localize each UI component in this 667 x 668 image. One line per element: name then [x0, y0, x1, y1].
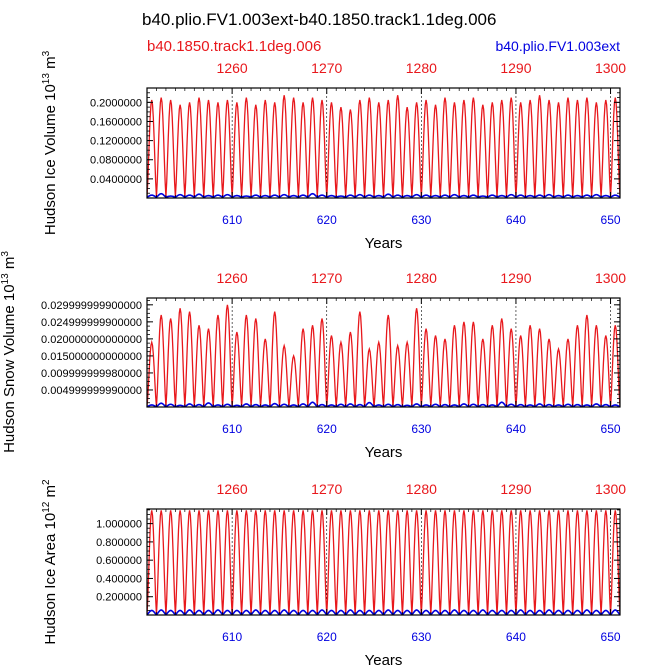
x-bottom-tick-label: 620 [317, 213, 337, 227]
x-bottom-tick-label: 640 [506, 422, 526, 436]
x-bottom-tick-label: 630 [411, 213, 431, 227]
x-top-tick-label: 1300 [595, 60, 626, 76]
legend-red-label: b40.1850.track1.1deg.006 [147, 38, 321, 55]
y-tick-label: 0.024999999900000 [41, 317, 142, 329]
y-tick-label: 0.0400000 [90, 174, 142, 186]
x-top-tick-label: 1290 [500, 481, 531, 497]
plot-frame [146, 297, 621, 408]
x-top-tick-label: 1300 [595, 481, 626, 497]
y-tick-label: 0.200000 [96, 592, 142, 604]
x-bottom-tick-label: 610 [222, 213, 242, 227]
figure-title: b40.plio.FV1.003ext-b40.1850.track1.1deg… [142, 10, 496, 29]
x-bottom-tick-label: 640 [506, 630, 526, 644]
x-top-tick-label: 1260 [217, 481, 248, 497]
plot-frame [146, 508, 621, 616]
y-tick-label: 0.1600000 [90, 116, 142, 128]
x-top-tick-label: 1260 [217, 60, 248, 76]
x-bottom-tick-label: 650 [601, 422, 621, 436]
legend-blue-label: b40.plio.FV1.003ext [495, 38, 620, 54]
y-tick-label: 0.020000000000000 [41, 334, 142, 346]
x-bottom-tick-label: 630 [411, 422, 431, 436]
y-tick-label: 0.800000 [96, 537, 142, 549]
y-tick-label: 0.600000 [96, 555, 142, 567]
y-tick-label: 0.009999999980000 [41, 368, 142, 380]
series-red-line [147, 95, 620, 197]
y-tick-label: 0.400000 [96, 573, 142, 585]
x-top-tick-label: 1280 [406, 60, 437, 76]
panel-snow-volume: 0.004999999990000 0.009999999980000 0.0150… [0, 251, 626, 461]
x-bottom-tick-label: 620 [317, 630, 337, 644]
x-bottom-tick-label: 650 [601, 213, 621, 227]
x-bottom-tick-label: 610 [222, 422, 242, 436]
x-top-tick-label: 1270 [311, 270, 342, 286]
y-tick-label: 0.015000000000000 [41, 351, 142, 363]
y-axis-label: Hudson Ice Area 1012 m2 [41, 479, 59, 645]
y-tick-label: 0.0800000 [90, 155, 142, 167]
x-axis-label: Years [365, 444, 403, 461]
x-top-tick-label: 1300 [595, 270, 626, 286]
y-tick-label: 0.029999999900000 [41, 300, 142, 312]
series-red-line [147, 304, 620, 407]
y-tick-label: 0.2000000 [90, 97, 142, 109]
x-top-tick-label: 1290 [500, 60, 531, 76]
y-axis-label: Hudson Ice Volume 1013 m3 [41, 50, 59, 235]
series-red-line [147, 510, 620, 615]
x-top-tick-label: 1260 [217, 270, 248, 286]
x-bottom-tick-label: 610 [222, 630, 242, 644]
y-tick-label: 0.004999999990000 [41, 385, 142, 397]
x-top-tick-label: 1280 [406, 270, 437, 286]
x-bottom-tick-label: 620 [317, 422, 337, 436]
y-tick-label: 0.1200000 [90, 136, 142, 148]
x-bottom-tick-label: 650 [601, 630, 621, 644]
x-top-tick-label: 1280 [406, 481, 437, 497]
y-tick-label: 1.000000 [96, 519, 142, 531]
x-top-tick-label: 1270 [311, 60, 342, 76]
x-axis-label: Years [365, 235, 403, 252]
panel-ice-area: 0.200000 0.400000 0.600000 0.800000 1.000000… [41, 479, 626, 668]
x-bottom-tick-label: 640 [506, 213, 526, 227]
x-bottom-tick-label: 630 [411, 630, 431, 644]
panel-ice-volume: 0.0400000 0.0800000 0.1200000 0.1600000 0.20… [41, 50, 626, 252]
x-top-tick-label: 1270 [311, 481, 342, 497]
y-axis-label: Hudson Snow Volume 1013 m3 [0, 251, 18, 453]
x-top-tick-label: 1290 [500, 270, 531, 286]
x-axis-label: Years [365, 652, 403, 668]
